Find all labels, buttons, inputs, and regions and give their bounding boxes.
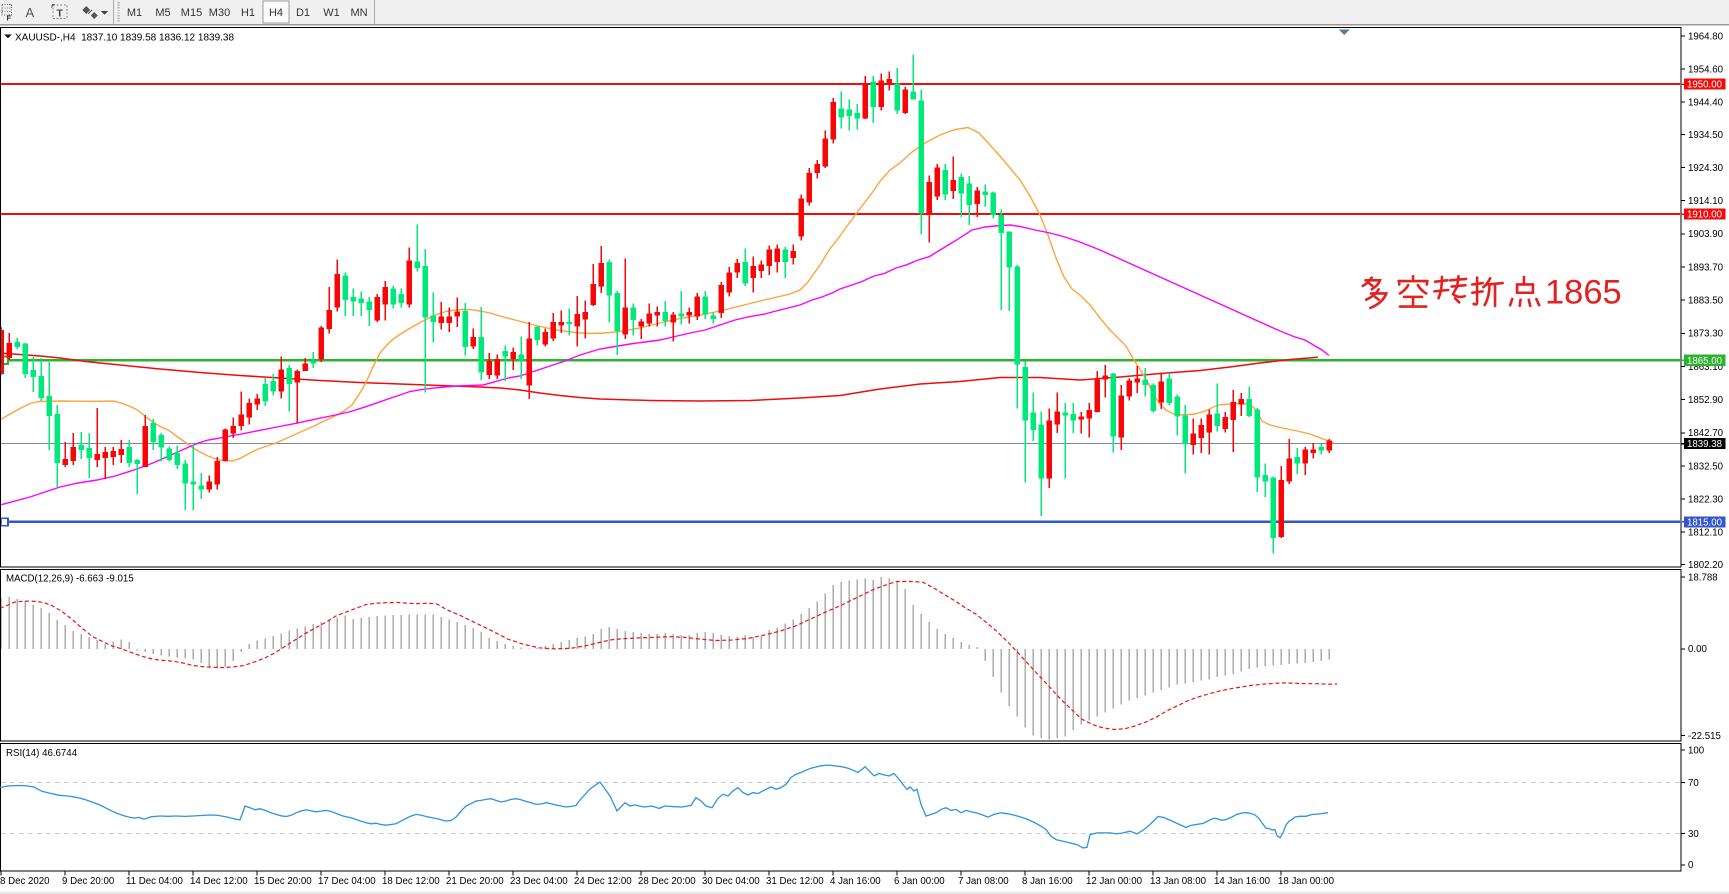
svg-text:11 Dec 04:00: 11 Dec 04:00 [126,876,184,887]
svg-text:1944.40: 1944.40 [1688,98,1724,109]
svg-text:-22.515: -22.515 [1688,731,1721,742]
svg-text:18 Jan 00:00: 18 Jan 00:00 [1278,876,1335,887]
svg-text:18 Dec 12:00: 18 Dec 12:00 [382,876,440,887]
svg-text:7 Jan 08:00: 7 Jan 08:00 [958,876,1009,887]
svg-text:1865: 1865 [1545,274,1622,312]
svg-text:24 Dec 12:00: 24 Dec 12:00 [574,876,632,887]
svg-text:1839.38: 1839.38 [1687,439,1722,450]
svg-text:F: F [7,14,12,23]
svg-text:31 Dec 12:00: 31 Dec 12:00 [766,876,824,887]
svg-text:28 Dec 20:00: 28 Dec 20:00 [638,876,696,887]
svg-text:1914.10: 1914.10 [1688,196,1724,207]
svg-text:XAUUSD-,H4 1837.10 1839.58 18: XAUUSD-,H4 1837.10 1839.58 1836.12 1839.… [15,33,234,44]
svg-text:14 Dec 12:00: 14 Dec 12:00 [190,876,248,887]
svg-text:9 Dec 20:00: 9 Dec 20:00 [62,876,115,887]
svg-text:1812.10: 1812.10 [1688,528,1724,539]
svg-text:M15: M15 [181,7,202,19]
svg-text:D1: D1 [296,7,310,19]
svg-text:1903.90: 1903.90 [1688,229,1724,240]
svg-text:1950.00: 1950.00 [1687,80,1723,91]
svg-text:4 Jan 16:00: 4 Jan 16:00 [830,876,881,887]
svg-text:21 Dec 20:00: 21 Dec 20:00 [446,876,504,887]
svg-text:1863.10: 1863.10 [1688,362,1724,373]
svg-text:MACD(12,26,9) -6.663 -9.015: MACD(12,26,9) -6.663 -9.015 [6,574,134,585]
svg-text:1822.30: 1822.30 [1688,495,1724,506]
svg-text:1964.80: 1964.80 [1688,31,1724,42]
svg-text:M5: M5 [155,7,170,19]
svg-text:1954.60: 1954.60 [1688,64,1724,75]
svg-text:M30: M30 [209,7,230,19]
svg-text:13 Jan 08:00: 13 Jan 08:00 [1150,876,1207,887]
svg-text:8 Jan 16:00: 8 Jan 16:00 [1022,876,1073,887]
svg-text:6 Jan 00:00: 6 Jan 00:00 [894,876,945,887]
svg-text:0: 0 [1688,860,1694,871]
svg-text:1893.70: 1893.70 [1688,262,1724,273]
svg-text:W1: W1 [323,7,340,19]
svg-text:70: 70 [1688,778,1699,789]
svg-text:1815.00: 1815.00 [1687,517,1723,528]
svg-text:1842.70: 1842.70 [1688,428,1724,439]
svg-text:A: A [26,5,35,20]
svg-text:M1: M1 [127,7,142,19]
svg-text:1865.00: 1865.00 [1687,356,1723,367]
svg-text:30 Dec 04:00: 30 Dec 04:00 [702,876,760,887]
svg-text:30: 30 [1688,829,1699,840]
svg-text:17 Dec 04:00: 17 Dec 04:00 [318,876,376,887]
svg-text:1924.30: 1924.30 [1688,163,1724,174]
svg-text:23 Dec 04:00: 23 Dec 04:00 [510,876,568,887]
svg-text:1852.90: 1852.90 [1688,395,1724,406]
svg-text:1883.50: 1883.50 [1688,296,1724,307]
svg-text:1832.50: 1832.50 [1688,461,1724,472]
svg-text:RSI(14) 46.6744: RSI(14) 46.6744 [6,748,78,759]
svg-text:H4: H4 [269,7,283,19]
svg-text:18.788: 18.788 [1688,572,1718,583]
svg-text:15 Dec 20:00: 15 Dec 20:00 [254,876,312,887]
svg-text:12 Jan 00:00: 12 Jan 00:00 [1086,876,1143,887]
svg-text:T: T [57,8,64,20]
svg-text:H1: H1 [241,7,255,19]
svg-text:1873.30: 1873.30 [1688,329,1724,340]
svg-text:1802.20: 1802.20 [1688,560,1724,571]
svg-text:1934.50: 1934.50 [1688,130,1724,141]
svg-text:MN: MN [350,7,367,19]
svg-text:0.00: 0.00 [1688,644,1707,655]
svg-text:1910.00: 1910.00 [1687,210,1723,221]
svg-text:100: 100 [1688,745,1705,756]
svg-text:8 Dec 2020: 8 Dec 2020 [0,876,50,887]
svg-text:14 Jan 16:00: 14 Jan 16:00 [1214,876,1271,887]
